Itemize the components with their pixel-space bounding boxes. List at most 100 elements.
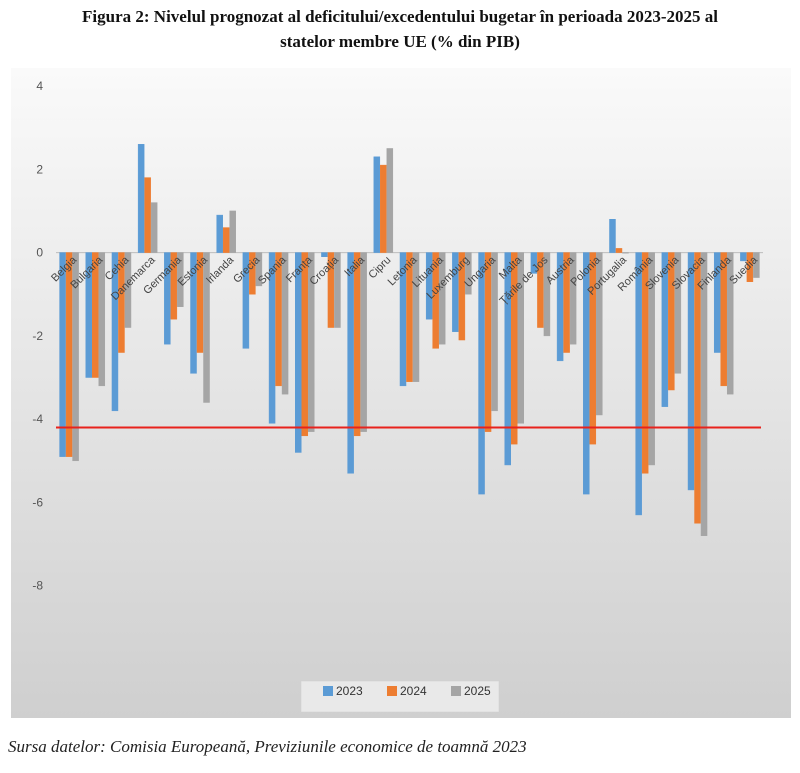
bar: [255, 252, 263, 287]
bar: [111, 252, 119, 412]
bar: [668, 252, 675, 391]
bar: [432, 252, 439, 349]
bar: [118, 252, 125, 353]
bar: [399, 252, 407, 387]
bar: [517, 252, 524, 424]
bar: [746, 252, 754, 282]
bar: [203, 252, 210, 403]
bar: [229, 210, 236, 253]
legend-box: [300, 680, 500, 713]
bar: [137, 144, 145, 253]
bar: [530, 252, 538, 274]
bar: [98, 252, 106, 387]
bar: [661, 252, 669, 407]
legend-label: 2024: [400, 684, 427, 698]
y-tick-label: 4: [36, 79, 43, 93]
bar: [308, 252, 315, 432]
bar: [543, 252, 551, 337]
chart-background: [11, 68, 791, 718]
bar: [412, 252, 420, 382]
bar: [268, 252, 276, 424]
bar: [373, 156, 381, 253]
bar: [72, 252, 79, 462]
bar: [700, 252, 708, 536]
bar: [583, 252, 590, 495]
bar: [438, 252, 446, 345]
bar: [484, 252, 492, 432]
y-tick-label: -2: [32, 329, 43, 343]
bar: [281, 252, 289, 395]
bar: [360, 252, 367, 432]
bar: [510, 252, 518, 445]
bar: [537, 252, 544, 328]
bar: [425, 252, 433, 320]
chart-title-line-2: statelor membre UE (% din PIB): [280, 32, 520, 51]
bar: [458, 252, 466, 341]
bar: [92, 252, 99, 378]
bar: [465, 252, 472, 295]
legend-label: 2025: [464, 684, 491, 698]
bar: [380, 164, 387, 253]
bar: [687, 252, 695, 491]
bar: [694, 252, 701, 524]
bar: [144, 177, 151, 253]
bar: [641, 252, 649, 474]
bar: [59, 252, 66, 457]
bar: [65, 252, 73, 457]
bar: [563, 252, 570, 353]
legend-swatch: [323, 686, 333, 696]
bar: [569, 252, 577, 345]
bar: [635, 252, 642, 516]
bar: [353, 252, 361, 437]
source-note: Sursa datelor: Comisia Europeană, Previz…: [8, 737, 527, 756]
legend: 2023 2024 2025: [300, 680, 500, 713]
bar: [321, 252, 328, 257]
bar: [327, 252, 335, 328]
bar: [124, 252, 132, 328]
bar: [648, 252, 655, 466]
bar: [740, 252, 747, 262]
y-tick-label: -6: [32, 495, 43, 509]
bar: [556, 252, 564, 362]
bar: [170, 252, 178, 320]
bar: [177, 252, 184, 307]
bar: [589, 252, 597, 445]
bar: [478, 252, 485, 495]
bar: [720, 252, 727, 387]
bar: [504, 252, 511, 466]
bar-chart: 420-2-4-6-8BelgiaBulgariaCehiaDanemarcaG…: [11, 68, 791, 718]
bar: [85, 252, 93, 378]
bar: [334, 252, 341, 328]
bar: [491, 252, 498, 412]
bar: [242, 252, 250, 349]
bar: [674, 252, 682, 374]
bar: [452, 252, 459, 332]
legend-label: 2023: [336, 684, 363, 698]
bar: [275, 252, 282, 387]
y-tick-label: 2: [36, 162, 43, 176]
bar: [150, 202, 158, 253]
bar: [164, 252, 171, 345]
chart-title-line-1: Figura 2: Nivelul prognozat al deficitul…: [82, 7, 718, 26]
bar: [301, 252, 309, 437]
bar: [615, 248, 623, 253]
bar: [295, 252, 302, 453]
y-tick-label: -8: [32, 579, 43, 593]
chart-title: Figura 2: Nivelul prognozat al deficitul…: [0, 4, 800, 54]
legend-swatch: [387, 686, 397, 696]
legend-swatch: [451, 686, 461, 696]
chart-area: 4 2 0 -2 -4 -6 -8 Belgia Bulgaria Cehia Danemarca G…: [11, 68, 791, 718]
bar: [753, 252, 760, 278]
bar: [622, 252, 629, 254]
bar: [406, 252, 413, 382]
bar: [386, 148, 394, 253]
bar: [249, 252, 256, 295]
y-tick-label: -4: [32, 412, 43, 426]
bar: [596, 252, 603, 416]
bar: [196, 252, 204, 353]
bar: [713, 252, 721, 353]
bar: [190, 252, 197, 374]
bar: [609, 219, 616, 253]
bar: [216, 214, 223, 253]
y-tick-label: 0: [36, 246, 43, 260]
